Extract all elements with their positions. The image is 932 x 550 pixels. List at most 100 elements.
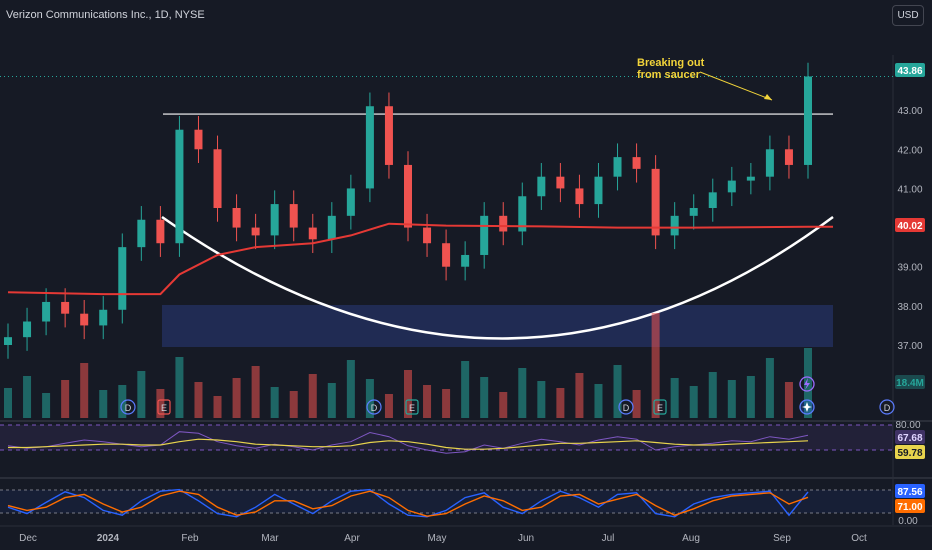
rsi-value-label: 67.68 [897, 433, 922, 444]
dividend-marker[interactable]: D [879, 399, 895, 415]
volume-bar [423, 385, 432, 418]
volume-bar [175, 357, 184, 418]
current-price-label: 43.86 [897, 66, 922, 77]
candle-body [537, 176, 546, 197]
event-marker-label: E [161, 403, 167, 413]
volume-bar [365, 379, 374, 418]
volume-bar [232, 378, 241, 418]
lightning-glyph [804, 378, 810, 390]
dividend-badge-shape [366, 399, 382, 415]
candle-body [61, 301, 70, 314]
candle-body [175, 129, 184, 244]
volume-bar [708, 372, 717, 418]
volume-bar [499, 392, 508, 418]
dividend-marker[interactable]: D [618, 399, 634, 415]
volume-label: 18.4M [896, 378, 924, 389]
candle-body [99, 309, 108, 326]
rsi-band [0, 425, 893, 450]
candle-body [727, 180, 736, 193]
time-tick-label: Aug [682, 533, 700, 544]
time-tick-label: Jul [602, 533, 615, 544]
rsi-line [7, 431, 809, 454]
time-tick-label: Dec [19, 533, 37, 544]
volume-bar [556, 388, 565, 418]
volume-bar [118, 385, 127, 418]
earnings-badge-shape [405, 399, 419, 415]
candle-body [23, 321, 32, 338]
candle-body [42, 301, 51, 322]
candle-body [575, 188, 584, 205]
stoch-band [0, 490, 893, 513]
volume-bar [518, 368, 527, 418]
volume-bar [537, 381, 546, 418]
earnings-marker[interactable]: E [157, 399, 171, 415]
candle-body [251, 227, 260, 236]
candle-body [4, 337, 12, 345]
ma-value-badge [895, 218, 925, 232]
volume-bar [442, 389, 451, 418]
stoch-k-badge [895, 484, 925, 498]
candle-body [746, 176, 755, 181]
star-glyph [802, 402, 812, 412]
volume-badge [895, 375, 925, 389]
volume-bar [42, 393, 51, 418]
rsi-ma-badge [895, 445, 925, 459]
volume-bar [480, 377, 489, 418]
time-axis-ticks: Dec 2024 Feb Mar Apr May Jun Jul Aug Sep Oct [19, 533, 867, 544]
current-price-badge [895, 63, 925, 77]
rsi-badge [895, 430, 925, 444]
earnings-badge-shape [157, 399, 171, 415]
candle-body [765, 149, 774, 177]
candle-body [404, 164, 412, 228]
candle-body [423, 227, 432, 244]
candle-body [480, 215, 489, 255]
volume-bar [270, 387, 279, 418]
symbol-title: Verizon Communications Inc., 1D, NYSE [6, 9, 205, 21]
candle-body [118, 247, 127, 310]
earnings-badge-shape [653, 399, 667, 415]
event-marker-label: E [409, 403, 415, 413]
price-tick-label: 38.00 [897, 302, 922, 313]
annotation-line1: Breaking out [637, 57, 705, 69]
stoch-k-value-label: 87.56 [897, 487, 922, 498]
volume-bar [137, 371, 146, 418]
candle-body [442, 243, 451, 267]
rsi-ma-line [8, 438, 809, 450]
candle-body [270, 204, 279, 236]
candle-body [346, 188, 355, 216]
event-marker-label: D [884, 403, 891, 413]
candle-body [518, 196, 527, 232]
volume-bar [346, 360, 355, 418]
volume-bar [61, 380, 70, 418]
dividend-badge-shape [618, 399, 634, 415]
volume-bar [289, 391, 298, 418]
event-marker-label: D [623, 403, 630, 413]
candle-body [651, 168, 660, 236]
time-tick-label: Jun [518, 533, 534, 544]
stoch-d-line [7, 490, 809, 517]
volume-bar [594, 384, 603, 418]
rsi-tick-80: 80.00 [895, 420, 920, 431]
candle-body [365, 106, 374, 189]
earnings-marker[interactable]: E [653, 399, 667, 415]
volume-bar [765, 358, 774, 418]
candle-body [556, 176, 565, 189]
candle-body [194, 129, 203, 150]
volume-bar [746, 376, 755, 418]
dividend-badge-shape [120, 399, 136, 415]
candle-body [613, 157, 622, 177]
earnings-marker[interactable]: E [405, 399, 419, 415]
time-tick-label: Oct [851, 533, 867, 544]
candle-body [708, 192, 717, 208]
support-zone [162, 305, 833, 347]
volume-bar [80, 363, 89, 418]
alert-lightning-icon[interactable] [799, 376, 815, 392]
dividend-marker[interactable]: D [120, 399, 136, 415]
stoch-k-line [7, 488, 809, 518]
annotation-line2: from saucer [637, 69, 701, 81]
time-tick-label: May [428, 533, 447, 544]
dividend-marker[interactable]: D [366, 399, 382, 415]
currency-button[interactable]: USD [892, 5, 924, 26]
